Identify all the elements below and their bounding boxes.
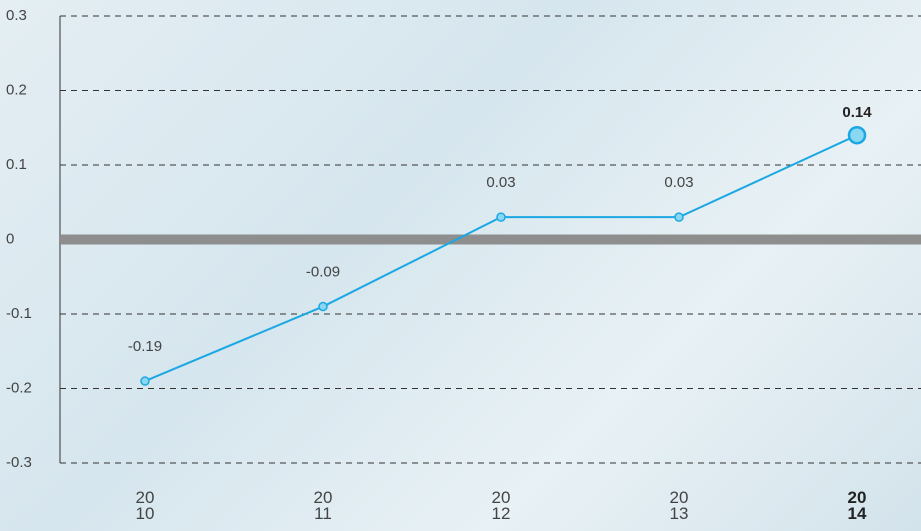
data-label: -0.19 xyxy=(128,338,162,355)
data-label: 0.03 xyxy=(486,174,515,191)
x-tick-label: 2011 xyxy=(313,488,333,523)
x-tick-label: 2010 xyxy=(135,488,155,523)
y-tick-label: -0.3 xyxy=(6,454,32,471)
series-line xyxy=(144,134,858,382)
y-tick-label: 0.2 xyxy=(6,81,27,98)
y-tick-label: -0.2 xyxy=(6,379,32,396)
data-label: 0.03 xyxy=(664,174,693,191)
y-tick-label: 0 xyxy=(6,230,14,247)
data-point xyxy=(318,301,328,312)
data-label: 0.14 xyxy=(842,104,872,121)
data-point xyxy=(140,376,150,386)
y-tick-label: 0.3 xyxy=(6,7,27,24)
data-point xyxy=(496,212,506,222)
x-tick-label: 2014 xyxy=(847,488,867,523)
data-point xyxy=(847,125,867,145)
x-tick-label: 2012 xyxy=(491,488,511,523)
y-tick-label: 0.1 xyxy=(6,156,27,173)
y-tick-label: -0.1 xyxy=(6,305,32,322)
data-point xyxy=(674,212,684,222)
x-tick-label: 2013 xyxy=(669,488,689,523)
data-label: -0.09 xyxy=(306,264,340,281)
